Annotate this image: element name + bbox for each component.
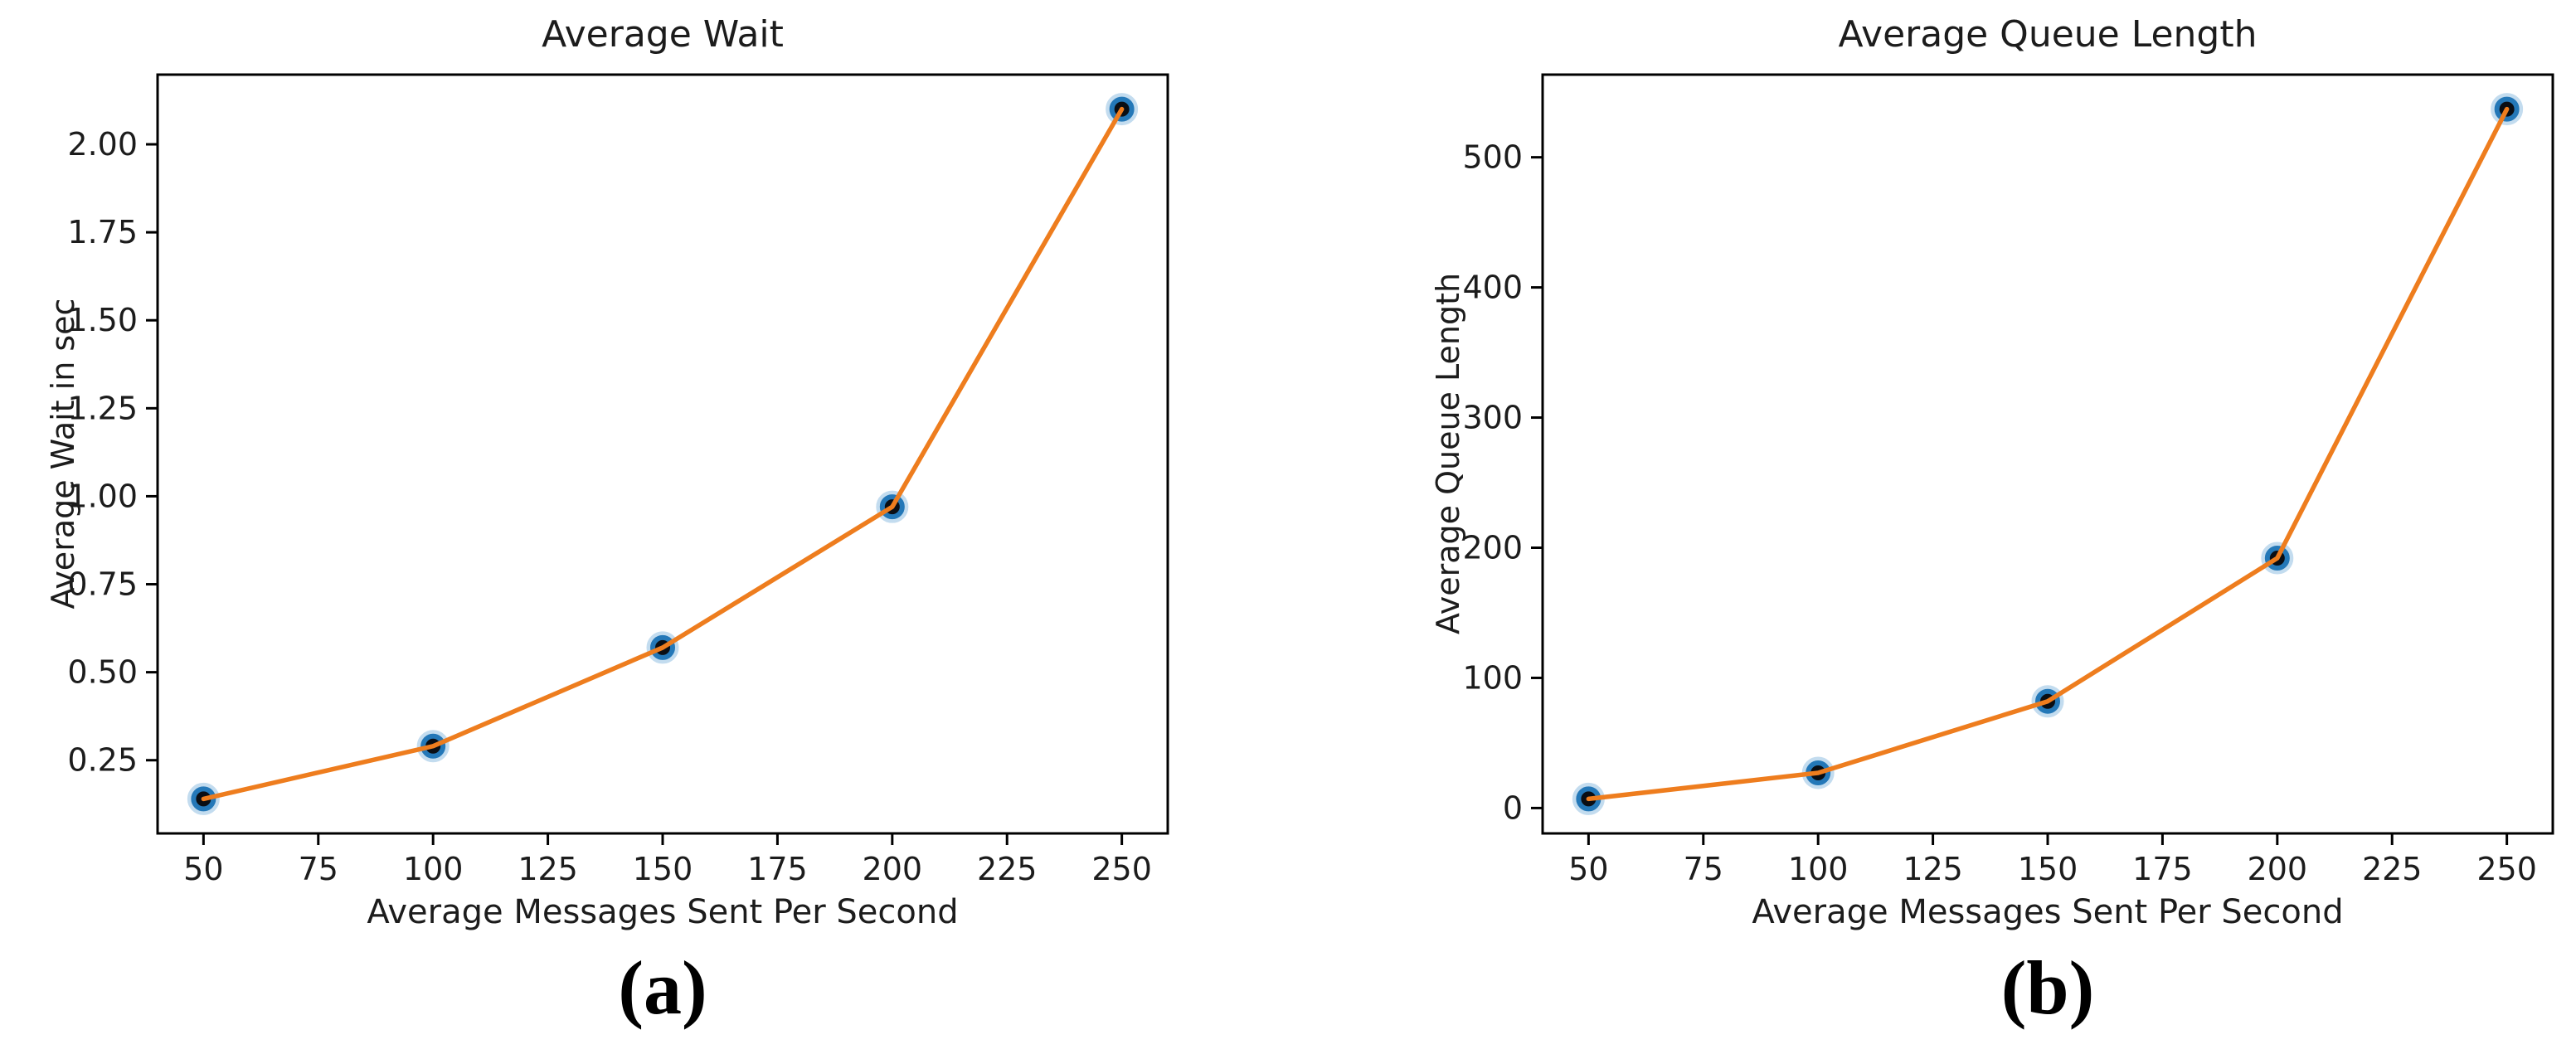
plot-spines <box>1541 73 2554 835</box>
data-line <box>1586 106 2510 802</box>
y-tick-label: 0.75 <box>67 566 138 603</box>
chart-average-wait: Average Wait Average Wait in sec 50 75 100… <box>45 13 1169 1030</box>
plot-svg: 50 75 100 125 150 175 200 225 250 0.25 0.50 0.75 1.0… <box>67 73 1169 887</box>
y-tick-label: 100 <box>1462 659 1523 696</box>
data-point-glow <box>2261 542 2294 575</box>
y-tick-label: 1.00 <box>67 478 138 514</box>
y-tick-label: 1.50 <box>67 302 138 338</box>
x-tick-label: 75 <box>1684 851 1723 887</box>
y-tick-label: 500 <box>1462 139 1523 176</box>
x-tick-label: 175 <box>747 851 808 887</box>
y-tick-label: 0.50 <box>67 654 138 691</box>
subfigure-caption-b: (b) <box>2000 945 2095 1030</box>
x-tick-label: 175 <box>2132 851 2193 887</box>
subfigure-caption-a: (a) <box>618 945 707 1030</box>
y-tick-label: 0.25 <box>67 742 138 779</box>
y-tick-label: 2.00 <box>67 126 138 163</box>
data-point-glow <box>416 730 450 763</box>
x-tick-label: 225 <box>977 851 1038 887</box>
chart-average-queue-length: Average Queue Length Average Queue Lengt… <box>1288 0 2576 1054</box>
data-point-glow <box>187 782 220 815</box>
y-tick-label: 0 <box>1503 789 1523 826</box>
x-axis-label: Average Messages Sent Per Second <box>367 893 959 931</box>
y-tick-label: 200 <box>1462 530 1523 566</box>
x-tick-label: 100 <box>403 851 464 887</box>
plot-svg: 50 75 100 125 150 175 200 225 250 0 100 200 300 400 50… <box>1462 73 2554 887</box>
data-point-glow <box>2031 685 2064 718</box>
data-point-glow <box>1106 93 1139 126</box>
x-axis-label: Average Messages Sent Per Second <box>1752 893 2344 931</box>
x-tick-label: 125 <box>518 851 578 887</box>
plot-spines <box>156 73 1169 835</box>
x-tick-label: 200 <box>863 851 923 887</box>
x-tick-label: 75 <box>299 851 338 887</box>
chart-title: Average Queue Length <box>1838 13 2258 56</box>
y-tick-label: 400 <box>1462 270 1523 306</box>
x-tick-label: 200 <box>2248 851 2308 887</box>
x-tick-label: 250 <box>2476 851 2537 887</box>
y-tick-label: 1.75 <box>67 214 138 250</box>
x-tick-label: 50 <box>1568 851 1608 887</box>
chart-title: Average Wait <box>542 13 784 56</box>
plot-area: 50 75 100 125 150 175 200 225 250 0.25 0.50 0.75 1.0… <box>67 73 1169 887</box>
x-tick-label: 225 <box>2362 851 2423 887</box>
data-line <box>201 106 1125 802</box>
data-point-glow <box>876 490 909 523</box>
x-tick-label: 125 <box>1903 851 1963 887</box>
data-point-glow <box>646 631 679 664</box>
y-tick-label: 300 <box>1462 400 1523 436</box>
x-tick-label: 150 <box>2018 851 2078 887</box>
x-tick-label: 50 <box>183 851 223 887</box>
x-tick-label: 250 <box>1091 851 1152 887</box>
data-point-glow <box>2491 93 2524 126</box>
x-tick-label: 100 <box>1788 851 1849 887</box>
plot-area: 50 75 100 125 150 175 200 225 250 0 100 200 300 400 50… <box>1288 0 2576 1054</box>
y-tick-label: 1.25 <box>67 390 138 426</box>
x-tick-label: 150 <box>633 851 693 887</box>
